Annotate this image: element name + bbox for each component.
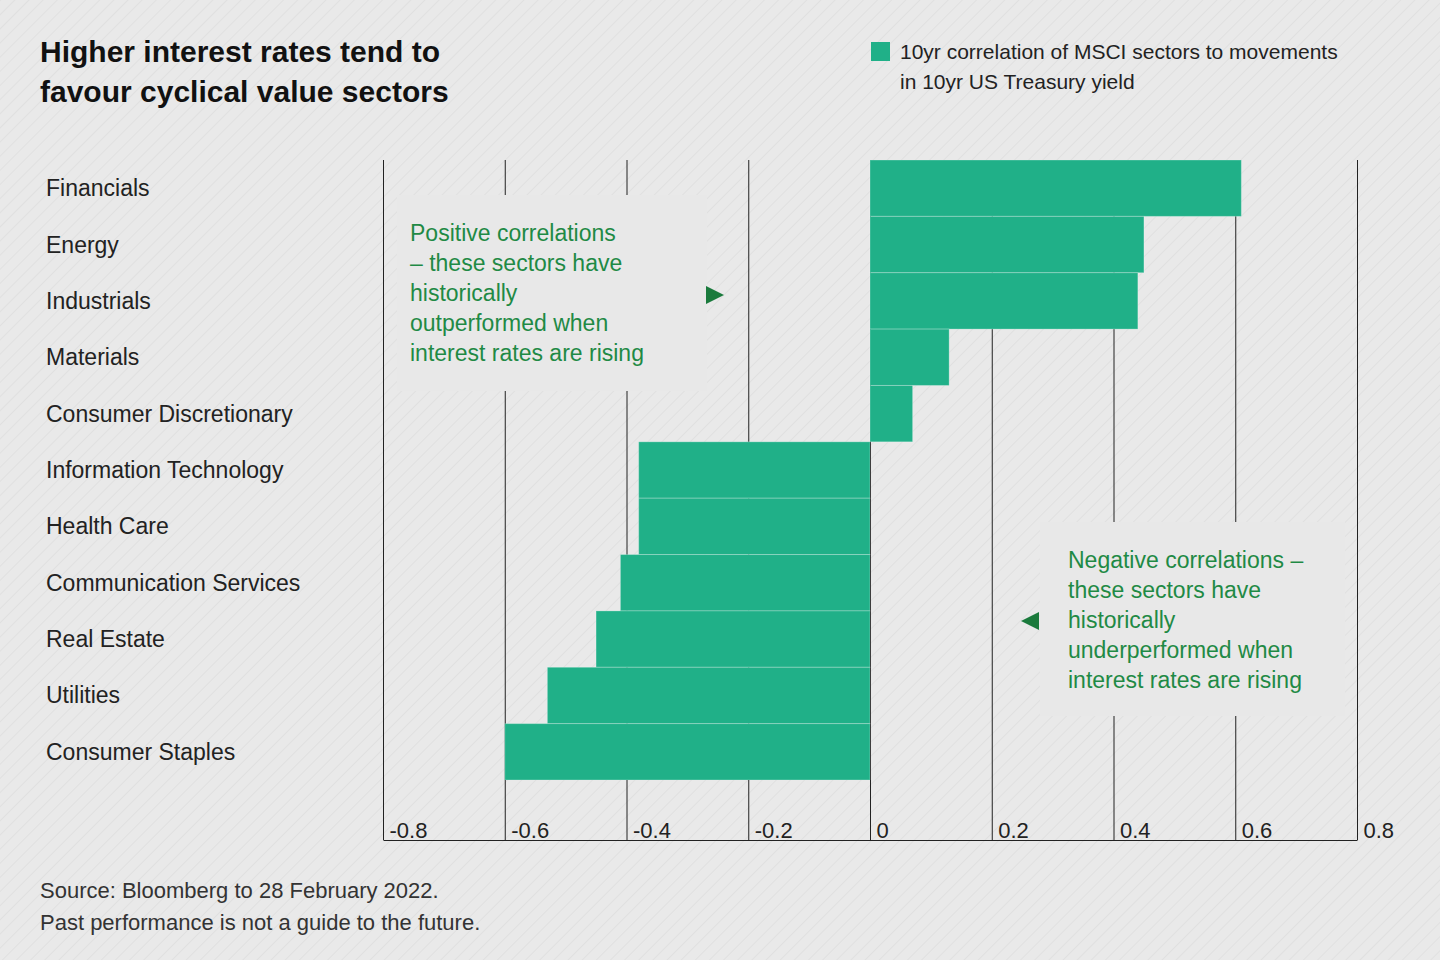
bar [870, 216, 1144, 272]
category-label: Consumer Discretionary [46, 401, 293, 427]
category-label: Financials [46, 175, 150, 201]
category-label: Information Technology [46, 457, 284, 483]
tick-label: -0.2 [755, 818, 793, 843]
bar [596, 611, 870, 667]
tick-label: -0.4 [633, 818, 671, 843]
annotation: Positive correlations– these sectors hav… [410, 220, 644, 366]
tick-label: 0.4 [1120, 818, 1151, 843]
footnote: Past performance is not a guide to the f… [40, 910, 480, 935]
tick-label: 0.8 [1364, 818, 1395, 843]
annotation-box [397, 195, 707, 391]
bar [639, 498, 870, 554]
category-label: Energy [46, 232, 119, 258]
annotation: Negative correlations –these sectors hav… [1068, 547, 1303, 693]
legend-swatch [871, 42, 890, 61]
bar [870, 160, 1241, 216]
category-label: Health Care [46, 513, 169, 539]
tick-label: -0.6 [511, 818, 549, 843]
bars [505, 160, 1242, 780]
category-label: Real Estate [46, 626, 165, 652]
tick-label: 0.2 [998, 818, 1029, 843]
category-label: Utilities [46, 682, 120, 708]
annotation-arrow [706, 286, 724, 304]
bar [870, 273, 1138, 329]
category-label: Communication Services [46, 570, 300, 596]
grid-line [383, 160, 384, 840]
annotation-box [1040, 522, 1345, 716]
tick: 0.8 [1358, 160, 1395, 843]
title: Higher interest rates tend tofavour cycl… [40, 35, 449, 108]
bar [639, 442, 870, 498]
bar [870, 385, 913, 441]
chart: Higher interest rates tend tofavour cycl… [0, 0, 1440, 960]
bar [620, 555, 870, 611]
bar [547, 667, 870, 723]
tick-label: 0 [877, 818, 889, 843]
tick-label: 0.6 [1242, 818, 1273, 843]
annotation-arrow [1021, 612, 1039, 630]
tick: 0.6 [1236, 160, 1273, 843]
source: Source: Bloomberg to 28 February 2022. [40, 878, 439, 903]
category-label: Consumer Staples [46, 739, 235, 765]
grid-line [1357, 160, 1358, 840]
tick-label: -0.8 [390, 818, 428, 843]
category-label: Materials [46, 344, 139, 370]
grid-line [1235, 160, 1236, 840]
category-label: Industrials [46, 288, 151, 314]
bar [870, 329, 949, 385]
category-labels: Financials Energy Industrials Materials Cons… [46, 175, 300, 765]
bar [505, 724, 870, 780]
background [0, 0, 1440, 960]
x-axis: -0.8 -0.6 -0.4 -0.2 0 0.2 0.4 0.6 0.8 [384, 160, 1395, 843]
legend-label: 10yr correlation of MSCI sectors to move… [900, 40, 1338, 93]
